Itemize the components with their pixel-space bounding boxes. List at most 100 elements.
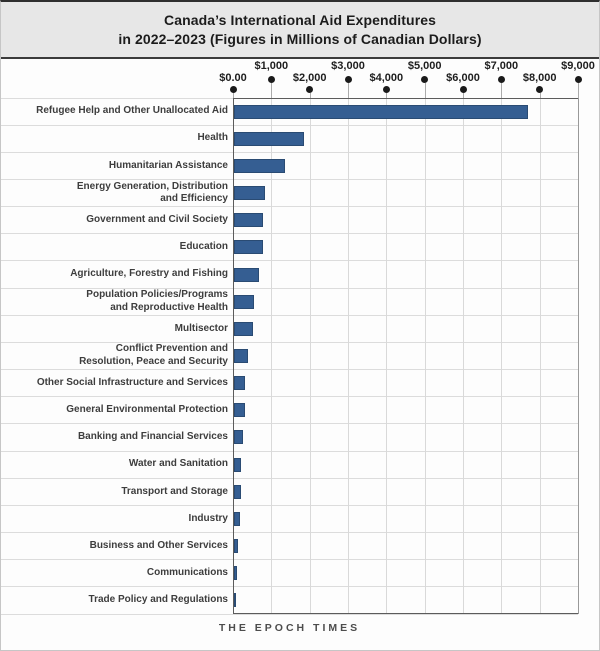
category-label: Conflict Prevention and Resolution, Peac…	[79, 343, 228, 367]
x-tick-marker-icon	[574, 75, 582, 83]
category-label: General Environmental Protection	[66, 404, 228, 416]
bar	[234, 376, 246, 391]
plot-gridline	[463, 98, 464, 614]
bar	[234, 349, 248, 363]
bar	[234, 213, 264, 228]
chart-header: Canada’s International Aid Expenditures …	[1, 2, 599, 59]
bar	[234, 484, 242, 499]
row-gridline	[1, 450, 578, 452]
source-label: THE EPOCH TIMES	[218, 622, 361, 634]
plot-gridline	[501, 98, 503, 614]
row-gridline	[1, 287, 578, 289]
x-tick-label: $8,000	[522, 72, 557, 84]
x-tick-label: $3,000	[331, 60, 365, 72]
x-tick-marker-icon	[344, 75, 352, 83]
row-gridline	[1, 613, 578, 615]
row-gridline	[1, 260, 578, 262]
bar	[234, 566, 238, 581]
x-tick-line	[271, 83, 273, 98]
x-tick-label: $6,000	[446, 72, 480, 84]
bar	[234, 240, 263, 255]
x-tick-marker-icon	[382, 85, 390, 93]
x-tick-line	[233, 93, 234, 98]
row-gridline	[1, 151, 578, 153]
x-tick-label: $0.00	[219, 72, 247, 84]
x-tick-marker-icon	[536, 85, 544, 93]
plot-gridline	[348, 98, 349, 614]
category-label: Humanitarian Assistance	[108, 159, 228, 171]
x-tick-line	[539, 93, 541, 98]
bar	[234, 403, 245, 418]
x-tick-label: $9,000	[561, 60, 595, 72]
category-label: Banking and Financial Services	[77, 431, 228, 443]
row-gridline	[1, 369, 578, 371]
x-tick-label: $2,000	[292, 72, 327, 84]
row-gridline	[1, 586, 578, 588]
x-tick-line	[386, 93, 388, 98]
x-tick-label: $5,000	[407, 60, 442, 72]
plot-border-right	[578, 98, 579, 614]
x-tick-line	[578, 83, 579, 98]
category-label: Trade Policy and Regulations	[88, 594, 228, 606]
x-tick-line	[348, 83, 349, 98]
x-tick-marker-icon	[306, 85, 314, 93]
plot-gridline	[309, 98, 311, 614]
row-gridline	[1, 559, 578, 561]
row-gridline	[1, 206, 578, 208]
category-label: Other Social Infrastructure and Services	[36, 376, 228, 388]
category-label: Water and Sanitation	[128, 458, 228, 470]
bar	[234, 294, 255, 309]
category-label: Government and Civil Society	[86, 213, 228, 225]
x-tick-line	[309, 93, 311, 98]
category-label: Business and Other Services	[89, 539, 228, 551]
bar	[234, 267, 260, 282]
category-label: Multisector	[174, 322, 228, 334]
bar	[234, 186, 266, 201]
bar	[234, 158, 286, 173]
plot-gridline	[424, 98, 426, 614]
plot-border-bottom	[233, 613, 578, 614]
x-tick-label: $4,000	[369, 72, 404, 84]
category-label: Education	[179, 241, 228, 253]
category-label: Energy Generation, Distribution and Effi…	[76, 180, 228, 205]
plot-gridline	[386, 98, 388, 614]
bar	[234, 430, 243, 445]
x-tick-label: $7,000	[484, 60, 519, 72]
category-label: Agriculture, Forestry and Fishing	[70, 268, 228, 280]
plot-gridline	[271, 98, 273, 614]
category-label: Communications	[146, 567, 228, 578]
row-gridline	[1, 477, 578, 479]
bar	[234, 321, 254, 336]
x-tick-line	[501, 83, 503, 98]
x-tick-line	[424, 83, 426, 98]
x-tick-label: $1,000	[254, 60, 289, 72]
category-label: Population Policies/Programs and Reprodu…	[86, 289, 228, 313]
bar	[234, 539, 238, 554]
category-label: Industry	[188, 512, 228, 524]
bar	[234, 457, 242, 472]
plot-border-top	[233, 98, 578, 99]
bar	[234, 593, 236, 608]
x-tick-marker-icon	[459, 85, 467, 93]
row-gridline	[1, 314, 578, 316]
plot-border-left	[233, 98, 234, 614]
bar	[234, 131, 305, 146]
row-gridline	[1, 423, 578, 425]
row-gridline	[1, 396, 578, 398]
x-tick-marker-icon	[421, 75, 429, 83]
row-gridline	[1, 504, 578, 506]
row-gridline	[1, 532, 578, 534]
chart-title-line2: in 2022–2023 (Figures in Millions of Can…	[118, 30, 482, 47]
row-gridline	[1, 124, 578, 126]
chart-title-line1: Canada’s International Aid Expenditures	[163, 11, 437, 28]
category-label: Transport and Storage	[121, 485, 228, 497]
x-tick-marker-icon	[267, 75, 275, 83]
x-tick-marker-icon	[497, 75, 505, 83]
x-tick-line	[463, 93, 464, 98]
row-gridline	[1, 233, 578, 235]
row-gridline	[1, 341, 578, 343]
category-label: Health	[197, 132, 228, 144]
category-label: Refugee Help and Other Unallocated Aid	[36, 105, 228, 117]
x-tick-marker-icon	[229, 85, 237, 93]
